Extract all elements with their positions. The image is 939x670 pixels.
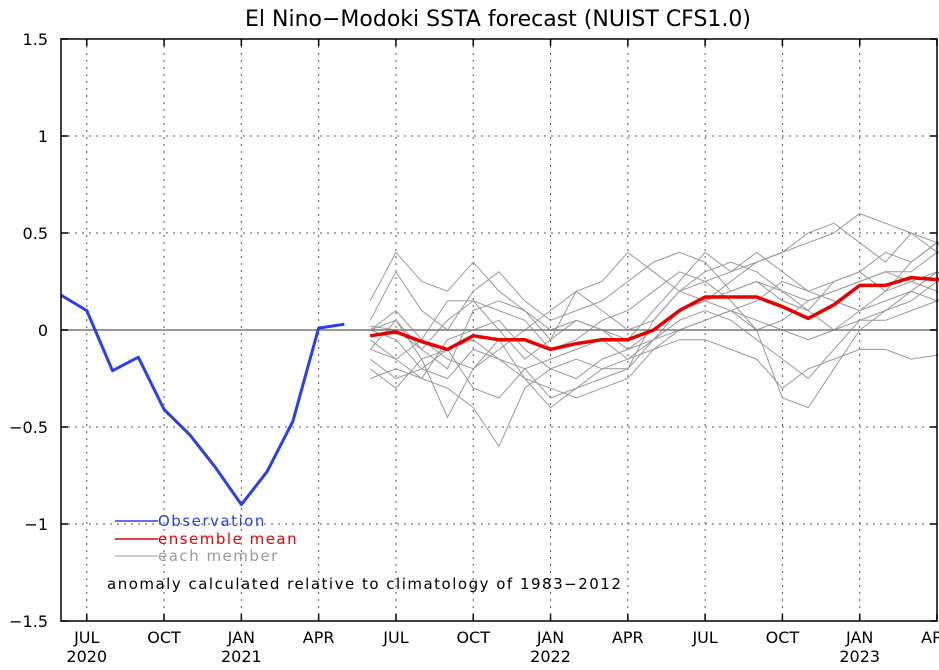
y-tick-label: 0.5 [23, 224, 48, 243]
x-tick-label: JAN [536, 628, 564, 647]
y-tick-label: −1.5 [9, 612, 48, 631]
ensemble-mean-series-line [369, 275, 939, 352]
x-tick-year-label: 2021 [221, 647, 262, 665]
x-tick-label: APR [612, 628, 644, 647]
legend: Observation ensemble mean each member [115, 512, 298, 565]
x-tick-year-label: 2022 [530, 647, 571, 665]
member-series-line [370, 241, 939, 360]
x-tick-label: OCT [456, 628, 490, 647]
y-tick-label: 0 [38, 321, 48, 340]
member-series-line [369, 280, 939, 380]
x-tick-label: JUL [382, 628, 408, 647]
member-series-line [370, 298, 939, 448]
climatology-note: anomaly calculated relative to climatolo… [107, 575, 622, 593]
member-series-line [370, 271, 939, 399]
x-tick-label: APR [921, 628, 939, 647]
legend-ensemble-mean-label: ensemble mean [158, 530, 298, 548]
chart-title: El Nino−Modoki SSTA forecast (NUIST CFS1… [245, 7, 751, 32]
x-tick-label: JAN [845, 628, 873, 647]
x-tick-label: APR [303, 628, 335, 647]
x-tick-label: OCT [147, 628, 181, 647]
member-series-line [369, 213, 939, 341]
legend-observation-label: Observation [158, 512, 266, 530]
x-tick-year-label: 2023 [839, 647, 880, 665]
y-tick-label: −1 [24, 515, 48, 534]
observation-line [60, 293, 345, 507]
member-series-line [370, 329, 939, 399]
x-tick-label: JUL [691, 628, 717, 647]
member-series-line [370, 222, 939, 360]
x-tick-label: JUL [73, 628, 99, 647]
y-tick-label: 1.5 [23, 30, 48, 49]
ensemble-mean-line [369, 275, 939, 352]
x-tick-label: OCT [766, 628, 800, 647]
member-series-line [369, 242, 939, 331]
x-tick-label: JAN [227, 628, 255, 647]
y-tick-label: −0.5 [9, 418, 48, 437]
y-tick-label: 1 [38, 127, 48, 146]
member-series-line [369, 271, 939, 419]
legend-each-member-label: each member [158, 547, 279, 565]
member-lines [369, 213, 939, 448]
observation-series-line [60, 293, 345, 507]
member-series-line [369, 271, 939, 370]
x-tick-year-label: 2020 [66, 647, 107, 665]
